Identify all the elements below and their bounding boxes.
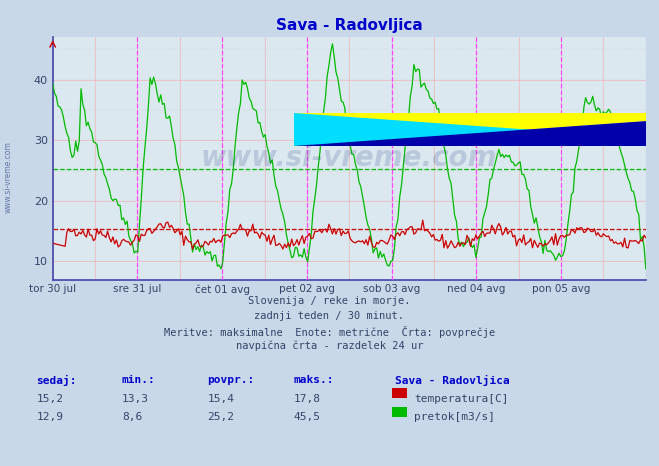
Text: 17,8: 17,8 xyxy=(293,394,320,404)
Text: 13,3: 13,3 xyxy=(122,394,149,404)
Text: sedaj:: sedaj: xyxy=(36,375,76,386)
Text: 12,9: 12,9 xyxy=(36,412,63,422)
Text: pretok[m3/s]: pretok[m3/s] xyxy=(414,412,495,422)
Text: 15,2: 15,2 xyxy=(36,394,63,404)
Text: min.:: min.: xyxy=(122,375,156,385)
Text: temperatura[C]: temperatura[C] xyxy=(414,394,508,404)
Polygon shape xyxy=(294,113,659,146)
Text: maks.:: maks.: xyxy=(293,375,333,385)
Text: 8,6: 8,6 xyxy=(122,412,142,422)
Text: 25,2: 25,2 xyxy=(208,412,235,422)
Text: Slovenija / reke in morje.: Slovenija / reke in morje. xyxy=(248,296,411,306)
Text: www.si-vreme.com: www.si-vreme.com xyxy=(3,141,13,213)
Polygon shape xyxy=(294,113,659,146)
Text: www.si-vreme.com: www.si-vreme.com xyxy=(201,144,498,172)
Text: povpr.:: povpr.: xyxy=(208,375,255,385)
Text: navpična črta - razdelek 24 ur: navpična črta - razdelek 24 ur xyxy=(236,341,423,351)
Text: 15,4: 15,4 xyxy=(208,394,235,404)
Text: Sava - Radovljica: Sava - Radovljica xyxy=(395,375,510,386)
Title: Sava - Radovljica: Sava - Radovljica xyxy=(276,18,422,34)
Text: zadnji teden / 30 minut.: zadnji teden / 30 minut. xyxy=(254,311,405,321)
Polygon shape xyxy=(294,113,659,146)
Text: Meritve: maksimalne  Enote: metrične  Črta: povprečje: Meritve: maksimalne Enote: metrične Črta… xyxy=(164,326,495,338)
Text: 45,5: 45,5 xyxy=(293,412,320,422)
